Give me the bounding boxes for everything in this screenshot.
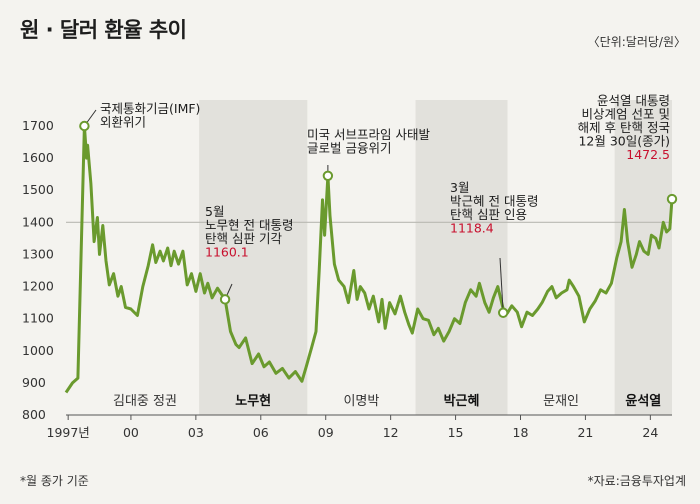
annotation-text: 국제통화기금(IMF) <box>100 101 200 116</box>
y-tick-label: 1700 <box>22 118 54 133</box>
footnote: *월 종가 기준 <box>20 474 89 488</box>
series-line <box>64 124 674 394</box>
era-labels: 김대중 정권 노무현 이명박 박근혜 문재인 윤석열 <box>113 393 661 409</box>
x-tick-label: 24 <box>642 425 658 440</box>
x-tick-label: 03 <box>188 425 204 440</box>
annotation-text: 5월 <box>205 204 224 219</box>
y-tick-label: 1000 <box>22 343 54 358</box>
annotation-marker <box>79 120 90 132</box>
x-tick-label: 18 <box>513 425 529 440</box>
annotation-text: 노무현 전 대통령 <box>205 218 293 233</box>
y-tick-label: 1600 <box>22 150 54 165</box>
y-tick-label: 1400 <box>22 214 54 229</box>
annotation-marker <box>219 294 231 305</box>
x-tick-label: 15 <box>448 425 464 440</box>
annotation-text: 탄핵 심판 기각 <box>205 231 282 246</box>
annotation-text: 3월 <box>450 180 469 195</box>
era-label: 문재인 <box>543 394 579 409</box>
annotation-text: 박근혜 전 대통령 <box>450 194 538 209</box>
annotation-text: 글로벌 금융위기 <box>307 141 391 156</box>
y-tick-label: 900 <box>22 375 46 390</box>
x-tick-label: 00 <box>123 425 139 440</box>
era-label: 박근혜 <box>444 393 480 409</box>
x-tick-label: 21 <box>577 425 593 440</box>
era-bands <box>199 100 672 415</box>
x-axis-ticks: 1997년 00 03 06 09 12 15 18 21 24 <box>47 415 658 440</box>
y-tick-label: 1100 <box>22 311 54 326</box>
unit-label: 〈단위:달러당/원〉 <box>587 35 686 49</box>
era-band <box>415 100 508 415</box>
era-label: 김대중 정권 <box>113 394 177 409</box>
annotation-value: 1160.1 <box>205 245 249 260</box>
annotation-marker <box>322 170 334 181</box>
annotation-marker <box>666 193 678 205</box>
annotation-text: 비상계엄 선포 및 <box>582 107 670 122</box>
y-tick-label: 1200 <box>22 279 54 294</box>
annotation-text: 윤석열 대통령 <box>597 93 670 108</box>
x-tick-label: 09 <box>318 425 334 440</box>
annotation-text: 외환위기 <box>100 115 146 130</box>
y-tick-label: 800 <box>22 407 46 422</box>
y-tick-label: 1500 <box>22 182 54 197</box>
source-note: *자료:금융투자업계 <box>587 474 686 488</box>
annotation-text: 미국 서브프라임 사태발 <box>307 127 430 142</box>
era-label: 이명박 <box>343 394 379 409</box>
era-label: 윤석열 <box>625 393 661 409</box>
annotation-leader <box>499 257 504 313</box>
page-title: 원 · 달러 환율 추이 <box>20 18 187 42</box>
annotation-text: 12월 30일(종가) <box>578 134 670 149</box>
x-tick-label: 1997년 <box>47 425 90 440</box>
annotation-text: 탄핵 심판 인용 <box>450 207 527 222</box>
y-axis-ticks: 1700 1600 1500 1400 1300 1200 1100 1000 900 800 <box>22 118 54 422</box>
y-tick-label: 1300 <box>22 246 54 261</box>
x-tick-label: 06 <box>253 425 269 440</box>
era-band <box>614 100 672 415</box>
annotation-value: 1118.4 <box>450 221 494 236</box>
x-tick-label: 12 <box>383 425 399 440</box>
annotation-value: 1472.5 <box>626 147 670 162</box>
era-label: 노무현 <box>235 393 271 409</box>
annotation-text: 해제 후 탄핵 정국 <box>578 120 670 135</box>
annotation-marker <box>497 307 509 318</box>
